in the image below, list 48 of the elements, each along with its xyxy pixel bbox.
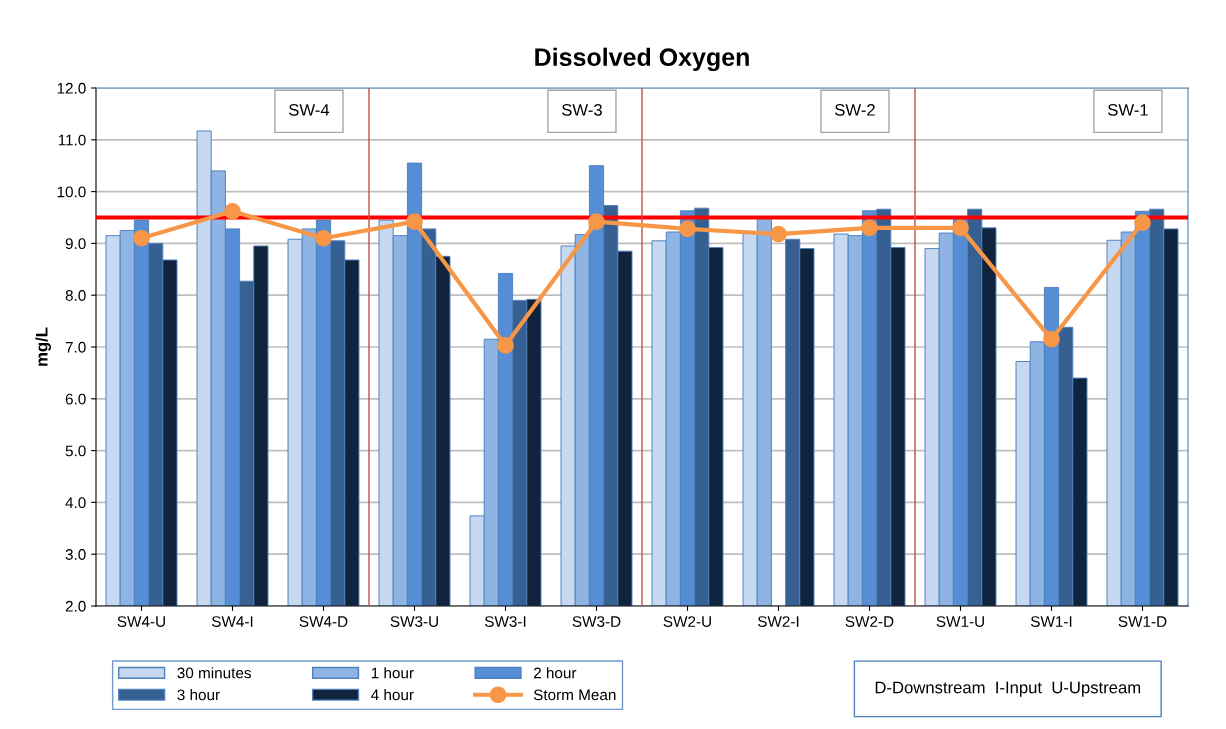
y-tick-label: 12.0 — [57, 82, 86, 94]
legend-label: 3 hour — [177, 689, 220, 701]
point — [224, 202, 241, 220]
point — [1134, 214, 1151, 232]
point — [406, 213, 423, 230]
annotation: SW-4 — [289, 103, 330, 116]
x-tick-label: SW2-I — [757, 616, 799, 627]
y-tick-label: 9.0 — [65, 238, 86, 250]
x-tick-label: SW4-D — [299, 616, 348, 627]
y-tick-label: 6.0 — [65, 393, 86, 405]
x-tick-label: SW4-U — [117, 616, 165, 627]
x-tick-label: SW1-I — [1030, 616, 1072, 627]
y-tick-label: 7.0 — [65, 341, 86, 353]
point — [133, 229, 150, 247]
annotation: SW-3 — [562, 103, 602, 116]
y-axis-title: mg/L — [35, 327, 51, 366]
point — [679, 220, 696, 238]
x-tick-label: SW4-I — [211, 616, 253, 627]
y-tick-label: 2.0 — [65, 600, 86, 612]
x-tick-label: SW1-U — [936, 616, 984, 627]
x-tick-label: SW3-U — [390, 616, 438, 627]
legend-label: 30 minutes — [177, 667, 251, 679]
y-tick-label: 8.0 — [65, 290, 86, 301]
legend-label: Storm Mean — [533, 689, 616, 701]
annotation: SW-1 — [1108, 103, 1148, 116]
chart-title: Dissolved Oxygen — [535, 47, 749, 72]
y-tick-label: 11.0 — [58, 134, 86, 146]
point — [770, 225, 787, 243]
x-tick-label: SW3-I — [484, 616, 526, 627]
point — [497, 337, 514, 354]
annotation: SW-2 — [835, 103, 875, 116]
point — [315, 229, 332, 247]
x-tick-label: SW3-D — [572, 616, 621, 627]
point — [861, 219, 878, 237]
x-tick-label: SW2-U — [663, 616, 711, 627]
point — [952, 219, 969, 237]
x-tick-label: SW2-D — [845, 616, 894, 627]
point — [588, 213, 605, 230]
y-tick-label: 3.0 — [65, 549, 86, 560]
legend-label: 2 hour — [533, 667, 577, 679]
point — [1043, 330, 1060, 348]
legend-label: 4 hour — [371, 689, 414, 701]
y-tick-label: 4.0 — [65, 497, 86, 509]
text: D-Downstream I-Input U-Upstream — [875, 681, 1141, 697]
y-tick-label: 10.0 — [57, 186, 86, 198]
y-tick-label: 5.0 — [65, 445, 86, 457]
x-tick-label: SW1-D — [1118, 616, 1167, 627]
legend-label: 1 hour — [371, 667, 414, 679]
